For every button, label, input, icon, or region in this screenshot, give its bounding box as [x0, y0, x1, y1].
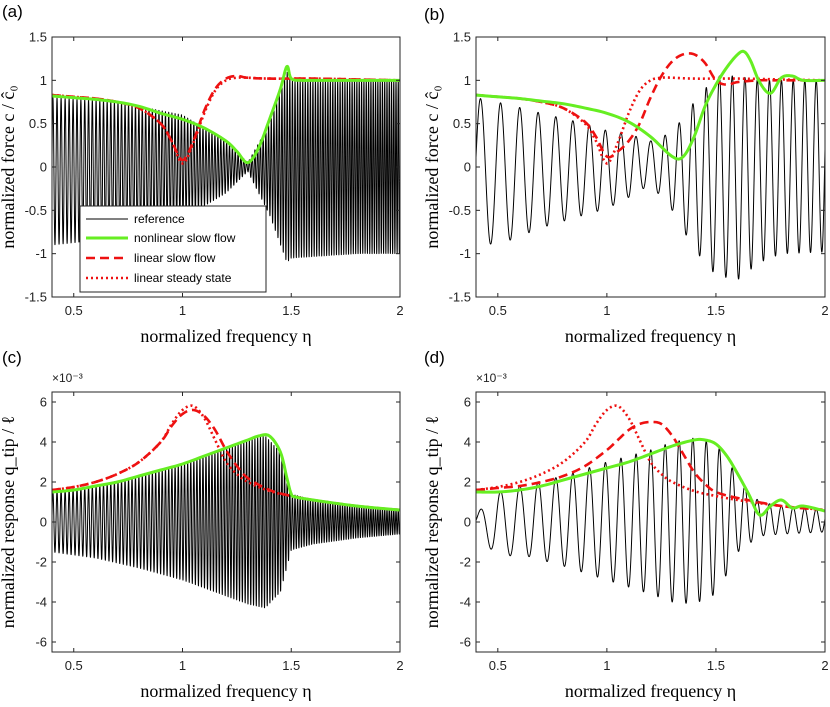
panel-a: (a) 0.5 1 1.5 2 -1.5 -1 -0.5 0 0.5 1 1.5 normalized…: [0, 2, 404, 346]
series-line-nonlinear-slow-flow: [476, 49, 825, 161]
panel-label: (c): [2, 348, 22, 367]
y-tick-label: -4: [459, 595, 471, 610]
plot-area: [52, 64, 400, 262]
series-line-linear-slow-flow: [476, 52, 825, 159]
y-tick-label: 0: [40, 160, 47, 175]
y-tick-label: -1: [459, 246, 471, 261]
x-tick-label: 2: [396, 658, 403, 673]
x-tick-label: 1: [179, 658, 186, 673]
y-tick-label: 1: [464, 73, 471, 88]
y-tick-label: 2: [40, 475, 47, 490]
x-tick-label: 1: [603, 303, 610, 318]
x-tick-label: 0.5: [489, 303, 507, 318]
legend-entry-nonlinear-slow-flow: nonlinear slow flow: [134, 231, 236, 245]
x-axis-label: normalized frequency η: [565, 681, 736, 701]
x-axis-label: normalized frequency η: [140, 326, 311, 346]
y-tick-label: 4: [464, 435, 471, 450]
series-line-nonlinear-slow-flow: [52, 433, 400, 512]
y-tick-label: -1.5: [449, 290, 471, 305]
plot-area: [476, 49, 825, 280]
x-axis-label: normalized frequency η: [565, 326, 736, 346]
y-tick-label: -1.5: [25, 290, 47, 305]
plot-area: [476, 404, 825, 604]
y-exponent-label: ×10⁻³: [52, 371, 83, 385]
series-line-reference: [52, 435, 400, 609]
y-exponent-label: ×10⁻³: [476, 371, 507, 385]
panel-label: (a): [2, 2, 23, 21]
y-tick-label: 6: [464, 395, 471, 410]
x-tick-label: 1: [179, 303, 186, 318]
y-tick-label: 0.5: [29, 116, 47, 131]
y-axis-label: normalized response q_tip / ℓ: [422, 416, 442, 629]
x-tick-label: 0.5: [65, 658, 83, 673]
y-tick-label: -2: [35, 555, 47, 570]
series-line-reference: [476, 75, 825, 280]
y-tick-label: -2: [459, 555, 471, 570]
panel-c: (c) ×10⁻³ 0.5 1 1.5 2 -6 -4 -2 0 2 4 6 normalized f…: [0, 348, 404, 701]
x-tick-label: 1: [603, 658, 610, 673]
x-tick-label: 1.5: [707, 658, 725, 673]
series-line-nonlinear-slow-flow: [476, 437, 825, 517]
y-tick-label: 0: [40, 515, 47, 530]
y-axis-label: normalized force c / ĉ₀: [422, 85, 442, 248]
series-line-linear-steady-state: [476, 76, 825, 165]
panel-b: (b) 0.5 1 1.5 2 -1.5 -1 -0.5 0 0.5 1 1.5 normalized…: [422, 5, 829, 346]
x-tick-label: 2: [821, 303, 828, 318]
series-line-linear-steady-state: [476, 404, 825, 512]
series-line-reference: [476, 437, 825, 604]
x-tick-label: 2: [396, 303, 403, 318]
x-tick-label: 0.5: [489, 658, 507, 673]
series-line-nonlinear-slow-flow: [52, 64, 400, 165]
legend: reference nonlinear slow flow linear slo…: [79, 205, 267, 293]
y-tick-label: 4: [40, 435, 47, 450]
y-tick-label: 0: [464, 515, 471, 530]
x-tick-label: 1.5: [282, 658, 300, 673]
y-tick-label: 1.5: [29, 30, 47, 45]
y-tick-label: -0.5: [449, 203, 471, 218]
panel-d: (d) ×10⁻³ 0.5 1 1.5 2 -6 -4 -2 0 2 4 6 normalized f…: [422, 348, 829, 701]
legend-entry-linear-steady-state: linear steady state: [134, 271, 232, 285]
y-tick-label: 6: [40, 395, 47, 410]
y-tick-label: 1.5: [453, 30, 471, 45]
y-tick-label: 0: [464, 160, 471, 175]
y-tick-label: 1: [40, 73, 47, 88]
y-tick-label: 2: [464, 475, 471, 490]
series-line-linear-slow-flow: [476, 420, 825, 512]
y-tick-label: -4: [35, 595, 47, 610]
series-line-reference: [52, 72, 400, 262]
panel-label: (b): [424, 5, 445, 24]
legend-entry-linear-slow-flow: linear slow flow: [134, 251, 216, 265]
x-tick-label: 1.5: [282, 303, 300, 318]
y-axis-label: normalized response q_tip / ℓ: [0, 416, 18, 629]
x-tick-label: 1.5: [707, 303, 725, 318]
y-tick-label: -6: [35, 635, 47, 650]
y-tick-label: -1: [35, 246, 47, 261]
panel-label: (d): [424, 348, 445, 367]
legend-entry-reference: reference: [134, 212, 185, 226]
x-tick-label: 2: [821, 658, 828, 673]
y-tick-label: -6: [459, 635, 471, 650]
plot-area: [52, 404, 400, 609]
x-tick-label: 0.5: [65, 303, 83, 318]
series-line-linear-slow-flow: [52, 408, 400, 512]
x-axis-label: normalized frequency η: [140, 681, 311, 701]
y-axis-label: normalized force c / ĉ₀: [0, 85, 18, 248]
y-tick-label: -0.5: [25, 203, 47, 218]
y-tick-label: 0.5: [453, 116, 471, 131]
